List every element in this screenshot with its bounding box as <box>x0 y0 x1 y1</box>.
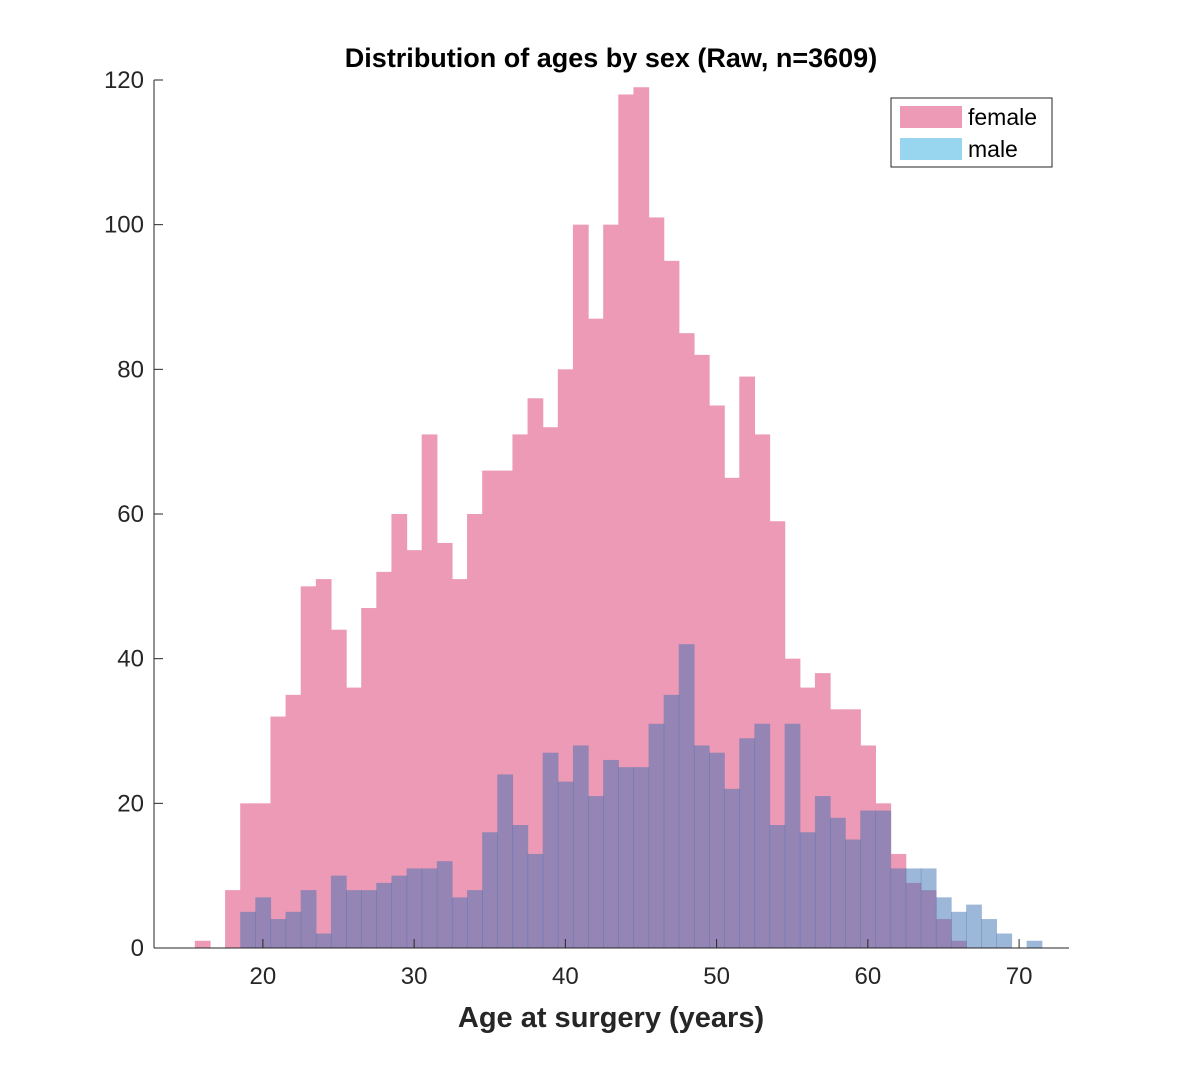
x-tick-label: 60 <box>854 963 881 990</box>
male-bar <box>406 868 423 948</box>
legend-label-male: male <box>968 136 1018 162</box>
male-bar <box>618 767 635 948</box>
male-bar <box>648 723 665 948</box>
male-bar <box>285 911 302 948</box>
male-bar <box>376 882 393 948</box>
female-bar <box>588 318 604 948</box>
legend-label-female: female <box>968 104 1037 130</box>
female-bar <box>406 550 423 948</box>
legend-swatch-female <box>900 106 962 128</box>
y-tick-label: 20 <box>117 790 144 817</box>
x-tick-label: 40 <box>552 963 579 990</box>
male-bar <box>905 868 922 948</box>
female-bar <box>194 940 211 948</box>
male-bar <box>361 890 377 948</box>
male-bar <box>784 723 801 948</box>
male-bar <box>542 752 559 948</box>
male-bar <box>845 839 861 948</box>
male-bar <box>799 832 816 948</box>
male-bar <box>709 752 725 948</box>
x-tick-label: 30 <box>401 963 428 990</box>
male-bar <box>935 897 952 948</box>
x-tick-label: 50 <box>703 963 730 990</box>
y-tick-label: 60 <box>117 501 144 528</box>
female-bar <box>300 586 317 948</box>
male-bar <box>467 890 483 948</box>
male-bar <box>391 875 408 948</box>
male-bar <box>512 825 529 948</box>
y-tick-label: 120 <box>104 67 144 94</box>
female-bar <box>482 470 498 948</box>
female-bar <box>618 94 635 948</box>
female-bar <box>330 629 347 948</box>
tick-labels: 0 20 40 60 80 100 120 20 30 40 50 60 70 <box>104 67 1032 990</box>
male-bar <box>769 825 786 948</box>
male-bar <box>633 767 650 948</box>
female-bar <box>633 87 650 948</box>
male-bar <box>739 738 756 948</box>
axes <box>153 79 1069 949</box>
male-bar <box>330 875 347 948</box>
male-bar <box>421 868 438 948</box>
male-bar <box>451 897 468 948</box>
male-bar <box>572 745 589 948</box>
female-bar <box>467 514 483 948</box>
male-bar <box>603 759 619 948</box>
male-bar <box>497 774 514 948</box>
female-bar <box>361 608 377 948</box>
male-bar <box>951 911 967 948</box>
male-bar <box>724 788 740 948</box>
male-bar <box>255 897 272 948</box>
y-tick-label: 100 <box>104 212 144 239</box>
female-bar <box>512 434 529 948</box>
male-bar <box>270 919 287 948</box>
female-bar <box>391 514 408 948</box>
male-bar <box>678 644 695 948</box>
female-bar <box>270 716 287 948</box>
male-bar <box>482 832 498 948</box>
female-bar <box>346 687 362 948</box>
male-bar <box>240 911 256 948</box>
male-bar <box>346 890 362 948</box>
male-bar <box>830 817 846 948</box>
female-bar <box>376 571 393 948</box>
male-bar <box>981 919 998 948</box>
y-tick-label: 40 <box>117 646 144 673</box>
male-bar <box>860 810 877 948</box>
female-bar <box>225 890 241 948</box>
male-bar <box>527 853 544 948</box>
x-tick-label: 20 <box>250 963 277 990</box>
y-tick-label: 0 <box>131 935 144 962</box>
male-bar <box>996 933 1013 948</box>
male-bar <box>315 933 332 948</box>
x-axis-label: Age at surgery (years) <box>458 1002 764 1034</box>
male-bar <box>300 890 317 948</box>
male-bars <box>240 644 1043 948</box>
male-bar <box>875 810 892 948</box>
chart-title: Distribution of ages by sex (Raw, n=3609… <box>345 43 877 73</box>
female-bar <box>527 398 544 948</box>
female-bar <box>451 579 468 948</box>
male-bar <box>814 796 831 948</box>
male-bar <box>436 861 453 948</box>
legend: female male <box>890 97 1053 168</box>
male-bar <box>693 745 710 948</box>
male-bar <box>557 781 574 948</box>
male-bar <box>663 694 680 948</box>
y-tick-label: 80 <box>117 356 144 383</box>
male-bar <box>920 868 937 948</box>
male-bar <box>754 723 771 948</box>
female-bar <box>421 434 438 948</box>
female-bar <box>285 694 302 948</box>
male-bar <box>890 868 907 948</box>
male-bar <box>588 796 604 948</box>
female-bar <box>315 579 332 948</box>
female-bar <box>436 542 453 948</box>
male-bar <box>966 904 982 948</box>
x-tick-label: 70 <box>1006 963 1033 990</box>
male-bar <box>1026 940 1043 948</box>
legend-swatch-male <box>900 138 962 160</box>
